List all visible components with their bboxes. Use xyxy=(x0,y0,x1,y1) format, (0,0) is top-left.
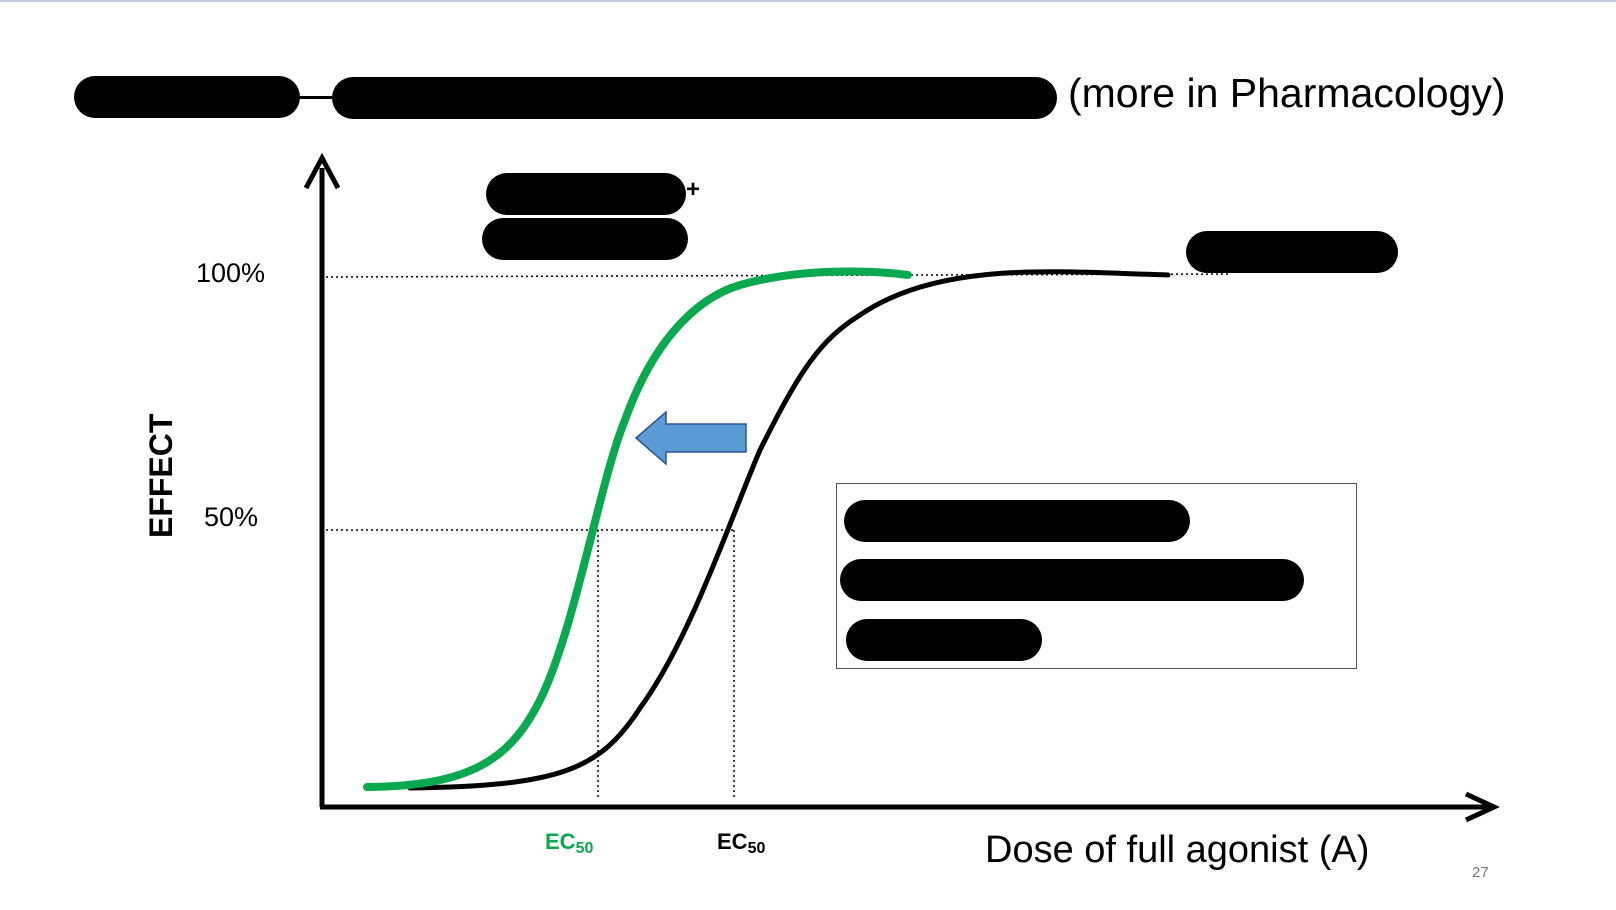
series-curve-green xyxy=(363,267,912,791)
y-tick-50: 50% xyxy=(204,502,258,532)
y-axis-label: EFFECT xyxy=(143,413,179,538)
x-axis-arrowhead xyxy=(1464,791,1500,823)
left-shift-arrow xyxy=(634,410,747,466)
ec50-label-green: EC50 xyxy=(545,829,593,857)
redacted-title-part-2 xyxy=(332,77,1057,119)
page-number: 27 xyxy=(1472,864,1489,881)
plus-sign: + xyxy=(686,176,701,203)
redacted-box-line-2 xyxy=(840,559,1304,601)
redacted-label-right xyxy=(1186,231,1398,273)
redacted-box-line-3 xyxy=(846,619,1042,661)
ec50-label-black: EC50 xyxy=(717,829,765,857)
y-axis-arrowhead xyxy=(303,152,341,190)
redacted-title-part-1 xyxy=(74,76,300,118)
slide-top-rule xyxy=(0,0,1616,2)
y-tick-100: 100% xyxy=(196,258,265,288)
series-curve-black xyxy=(407,269,1171,791)
redacted-box-line-1 xyxy=(844,500,1190,542)
redacted-label-upper-left-2 xyxy=(482,218,688,260)
title-dash xyxy=(298,96,334,99)
slide-title-suffix: (more in Pharmacology) xyxy=(1068,70,1506,116)
x-axis-label: Dose of full agonist (A) xyxy=(985,829,1369,871)
redacted-label-upper-left-1 xyxy=(486,173,686,215)
